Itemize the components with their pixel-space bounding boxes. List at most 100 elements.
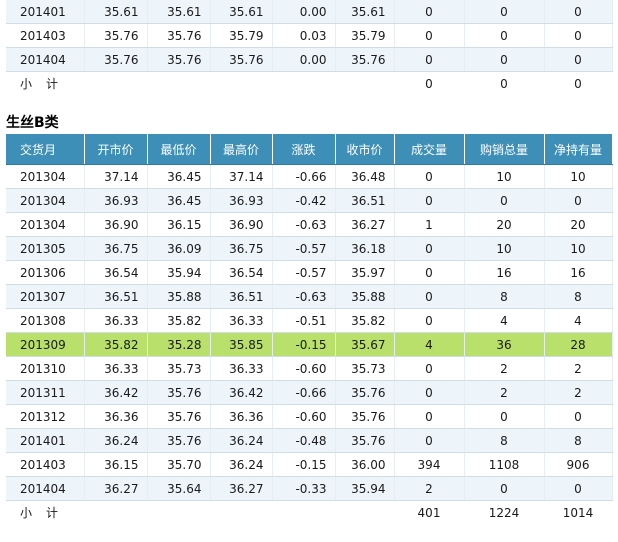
cell-total-sales: 0	[464, 476, 545, 501]
cell-change: -0.60	[272, 356, 336, 381]
cell-change: -0.63	[272, 284, 336, 309]
cell-low: 36.15	[147, 212, 211, 237]
cell-low: 35.76	[147, 23, 211, 48]
cell-high: 36.90	[210, 212, 273, 237]
cell-month: 201306	[6, 260, 85, 285]
cell-low: 35.76	[147, 404, 211, 429]
cell-high: 36.93	[210, 188, 273, 213]
table-row[interactable]: 201305 36.75 36.09 36.75 -0.57 36.18 0 10 10	[6, 236, 613, 261]
table-row[interactable]: 201404 36.27 35.64 36.27 -0.33 35.94 2 0 0	[6, 476, 613, 501]
col-header-open[interactable]: 开市价	[84, 134, 148, 165]
cell-net: 0	[544, 404, 613, 429]
table-row[interactable]: 201308 36.33 35.82 36.33 -0.51 35.82 0 4 4	[6, 308, 613, 333]
cell-volume: 0	[394, 308, 465, 333]
cell-low: 35.82	[147, 308, 211, 333]
cell-net: 10	[544, 236, 613, 261]
cell-total-sales: 1108	[464, 452, 545, 477]
cell-open: 36.93	[84, 188, 148, 213]
col-header-change[interactable]: 涨跌	[272, 134, 336, 165]
subtotal-empty-cell	[84, 71, 147, 95]
cell-close: 35.76	[335, 380, 395, 405]
cell-net: 4	[544, 308, 613, 333]
table-header-row: 交货月 开市价 最低价 最高价 涨跌 收市价 成交量 购销总量 净持有量	[6, 134, 613, 165]
cell-volume: 0	[394, 236, 465, 261]
cell-total-sales: 8	[464, 284, 545, 309]
col-header-total-sales[interactable]: 购销总量	[464, 134, 545, 165]
col-header-low[interactable]: 最低价	[147, 134, 211, 165]
cell-total-sales: 2	[464, 380, 545, 405]
cell-month: 201310	[6, 356, 85, 381]
cell-net: 8	[544, 284, 613, 309]
cell-volume: 394	[394, 452, 465, 477]
cell-high: 35.85	[210, 332, 273, 357]
table-row[interactable]: 201404 35.76 35.76 35.76 0.00 35.76 0 0 0	[6, 47, 613, 72]
table-row[interactable]: 201403 35.76 35.76 35.79 0.03 35.79 0 0 0	[6, 23, 613, 48]
table-row[interactable]: 201312 36.36 35.76 36.36 -0.60 35.76 0 0 0	[6, 404, 613, 429]
cell-change: 0.03	[272, 23, 336, 48]
subtotal-net: 1014	[544, 500, 612, 524]
cell-close: 36.51	[335, 188, 395, 213]
cell-low: 35.94	[147, 260, 211, 285]
cell-high: 36.51	[210, 284, 273, 309]
cell-total-sales: 8	[464, 428, 545, 453]
cell-open: 36.36	[84, 404, 148, 429]
cell-low: 35.76	[147, 380, 211, 405]
cell-change: -0.66	[272, 164, 336, 189]
subtotal-total-sales: 0	[464, 71, 544, 95]
col-header-delivery-month[interactable]: 交货月	[6, 134, 85, 165]
col-header-close[interactable]: 收市价	[335, 134, 395, 165]
cell-high: 37.14	[210, 164, 273, 189]
cell-change: -0.48	[272, 428, 336, 453]
table-row[interactable]: 201310 36.33 35.73 36.33 -0.60 35.73 0 2 2	[6, 356, 613, 381]
cell-volume: 1	[394, 212, 465, 237]
cell-low: 35.76	[147, 428, 211, 453]
cell-total-sales: 0	[464, 23, 545, 48]
subtotal-label: 小计	[6, 500, 84, 524]
cell-close: 35.76	[335, 47, 395, 72]
cell-open: 36.90	[84, 212, 148, 237]
cell-net: 10	[544, 164, 613, 189]
cell-low: 35.64	[147, 476, 211, 501]
cell-close: 36.48	[335, 164, 395, 189]
cell-change: -0.66	[272, 380, 336, 405]
cell-net: 28	[544, 332, 613, 357]
top-quote-table: 201401 35.61 35.61 35.61 0.00 35.61 0 0 0 201403 3…	[6, 0, 613, 95]
cell-high: 36.54	[210, 260, 273, 285]
cell-close: 35.73	[335, 356, 395, 381]
table-row[interactable]: 201401 36.24 35.76 36.24 -0.48 35.76 0 8 8	[6, 428, 613, 453]
table-row-highlighted[interactable]: 201309 35.82 35.28 35.85 -0.15 35.67 4 36 28	[6, 332, 613, 357]
table-row[interactable]: 201311 36.42 35.76 36.42 -0.66 35.76 0 2 2	[6, 380, 613, 405]
table-row[interactable]: 201307 36.51 35.88 36.51 -0.63 35.88 0 8 8	[6, 284, 613, 309]
cell-low: 36.45	[147, 188, 211, 213]
table-row[interactable]: 201403 36.15 35.70 36.24 -0.15 36.00 394 1108 90…	[6, 452, 613, 477]
cell-close: 35.88	[335, 284, 395, 309]
table-row[interactable]: 201304 36.90 36.15 36.90 -0.63 36.27 1 20 20	[6, 212, 613, 237]
subtotal-empty-cell	[272, 500, 335, 524]
cell-change: -0.15	[272, 452, 336, 477]
cell-high: 36.27	[210, 476, 273, 501]
cell-month: 201304	[6, 212, 85, 237]
cell-open: 36.42	[84, 380, 148, 405]
cell-month: 201401	[6, 0, 85, 24]
col-header-volume[interactable]: 成交量	[394, 134, 465, 165]
cell-change: 0.00	[272, 0, 336, 24]
table-row[interactable]: 201306 36.54 35.94 36.54 -0.57 35.97 0 16 16	[6, 260, 613, 285]
col-header-high[interactable]: 最高价	[210, 134, 273, 165]
table-row[interactable]: 201304 37.14 36.45 37.14 -0.66 36.48 0 10 10	[6, 164, 613, 189]
cell-month: 201308	[6, 308, 85, 333]
cell-net: 0	[544, 188, 613, 213]
col-header-net-holdings[interactable]: 净持有量	[544, 134, 613, 165]
cell-open: 36.33	[84, 356, 148, 381]
section-title: 生丝B类	[6, 115, 59, 131]
cell-high: 36.42	[210, 380, 273, 405]
cell-close: 35.61	[335, 0, 395, 24]
cell-net: 0	[544, 23, 613, 48]
cell-open: 36.33	[84, 308, 148, 333]
table-row[interactable]: 201304 36.93 36.45 36.93 -0.42 36.51 0 0 0	[6, 188, 613, 213]
cell-total-sales: 4	[464, 308, 545, 333]
cell-high: 36.33	[210, 356, 273, 381]
cell-low: 35.88	[147, 284, 211, 309]
table-row[interactable]: 201401 35.61 35.61 35.61 0.00 35.61 0 0 0	[6, 0, 613, 24]
cell-net: 0	[544, 0, 613, 24]
cell-total-sales: 0	[464, 188, 545, 213]
